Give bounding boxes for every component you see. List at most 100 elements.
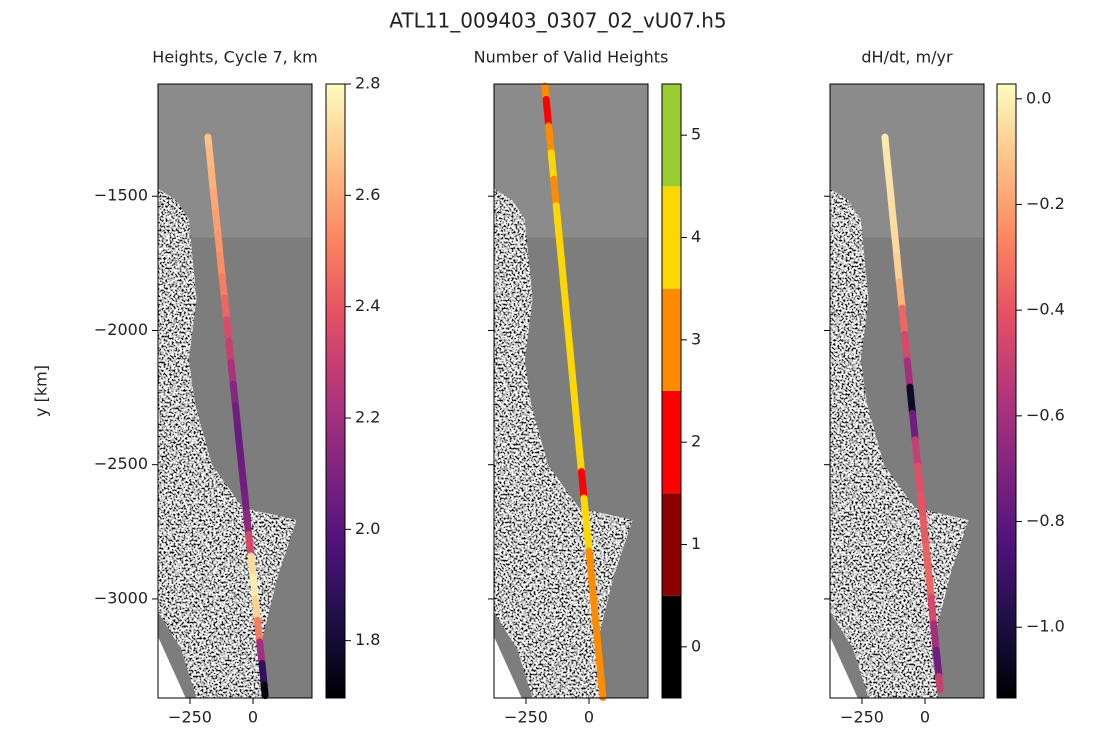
y-axis-label: y [km]: [32, 365, 51, 417]
track-point: [567, 361, 578, 396]
track-point: [898, 304, 909, 338]
x-tick-label: 0: [584, 708, 594, 727]
colorbar-band: [662, 84, 681, 187]
track-point: [580, 494, 591, 529]
track-point: [542, 95, 553, 130]
track-point: [247, 552, 257, 581]
outside-area: [830, 636, 858, 698]
track-point: [557, 255, 568, 289]
track-point: [562, 308, 573, 343]
track-point: [893, 252, 903, 286]
axes-frame: [829, 83, 985, 699]
track-point: [593, 627, 603, 662]
x-tick-label: 0: [920, 708, 930, 727]
track-point: [595, 654, 606, 688]
track-point: [906, 383, 917, 417]
colorbar-frame: [996, 83, 1017, 699]
track-point: [242, 509, 253, 538]
track-point: [232, 402, 242, 431]
y-tick-label: −3000: [94, 588, 148, 607]
colorbar-tick-label: 0: [691, 636, 701, 655]
colorbar-tick-label: −0.6: [1026, 405, 1065, 424]
track-point: [890, 225, 901, 260]
track-point: [223, 316, 233, 345]
axes-frame: [493, 83, 649, 699]
track-point: [911, 436, 922, 470]
colorbar-tick-label: 2: [691, 432, 701, 451]
panel-title: dH/dt, m/yr: [861, 48, 953, 67]
track-point: [545, 122, 555, 157]
track-point: [550, 175, 560, 210]
colorbar-band: [662, 595, 681, 698]
x-tick-label: 0: [248, 708, 258, 727]
outside-area: [158, 636, 186, 698]
track-point: [547, 149, 558, 183]
track-point: [212, 208, 222, 238]
track-point: [885, 173, 895, 207]
y-tick-label: −2000: [94, 320, 148, 339]
track-point: [924, 567, 935, 602]
track-point: [207, 165, 217, 195]
track-point: [225, 337, 235, 367]
track-point: [227, 359, 237, 388]
track-point: [229, 380, 240, 410]
colorbar: [326, 84, 345, 698]
track-point: [914, 462, 924, 496]
outside-area: [494, 636, 522, 698]
panel-title: Number of Valid Heights: [474, 48, 669, 67]
colorbar-band: [662, 186, 681, 289]
colorbar-frame: [661, 83, 682, 699]
x-tick-label: −250: [504, 708, 548, 727]
track-point: [895, 278, 906, 312]
track-point: [909, 409, 919, 444]
x-tick-label: −250: [840, 708, 884, 727]
colorbar-tick-label: 5: [691, 125, 701, 144]
track-point: [583, 521, 593, 555]
track-point: [922, 541, 932, 575]
track-point: [585, 547, 596, 582]
track-point: [234, 423, 244, 453]
axes-frame: [157, 83, 313, 699]
figure-title: ATL11_009403_0307_02_vU07.h5: [389, 9, 726, 33]
track-point: [245, 530, 255, 560]
colorbar-band: [662, 288, 681, 391]
track-point: [919, 515, 930, 549]
track-point: [901, 330, 911, 365]
track-point: [240, 488, 250, 517]
track-point: [570, 388, 580, 422]
track-point: [882, 146, 893, 181]
track-point: [916, 488, 927, 523]
colorbar-tick-label: 1: [691, 534, 701, 553]
track-point: [555, 228, 565, 263]
colorbar-band: [662, 493, 681, 596]
track-point: [236, 445, 246, 474]
colorbar-tick-label: −0.4: [1026, 300, 1065, 319]
track-point: [218, 273, 228, 302]
track-point: [887, 199, 898, 233]
track-point: [927, 594, 938, 628]
track-point: [209, 187, 220, 216]
track-point: [932, 646, 943, 681]
track-point: [560, 281, 570, 316]
y-tick-label: −2500: [94, 454, 148, 473]
track-point: [577, 468, 588, 502]
track-point: [552, 202, 563, 236]
colorbar-tick-label: −0.8: [1026, 511, 1065, 530]
colorbar-tick-label: 2.8: [355, 74, 380, 93]
colorbar-tick-label: 3: [691, 329, 701, 348]
colorbar-tick-label: 2.0: [355, 519, 380, 538]
track-point: [260, 681, 269, 700]
track-point: [258, 659, 268, 689]
track-point: [935, 673, 944, 694]
track-point: [256, 638, 266, 667]
colorbar-tick-label: 2.2: [355, 407, 380, 426]
track-point: [588, 574, 598, 608]
track-point: [249, 573, 259, 603]
track-point: [205, 144, 215, 173]
track-point: [590, 600, 601, 635]
x-tick-label: −250: [168, 708, 212, 727]
colorbar-tick-label: −1.0: [1026, 617, 1065, 636]
track-point: [216, 251, 226, 281]
track-point: [575, 441, 585, 476]
